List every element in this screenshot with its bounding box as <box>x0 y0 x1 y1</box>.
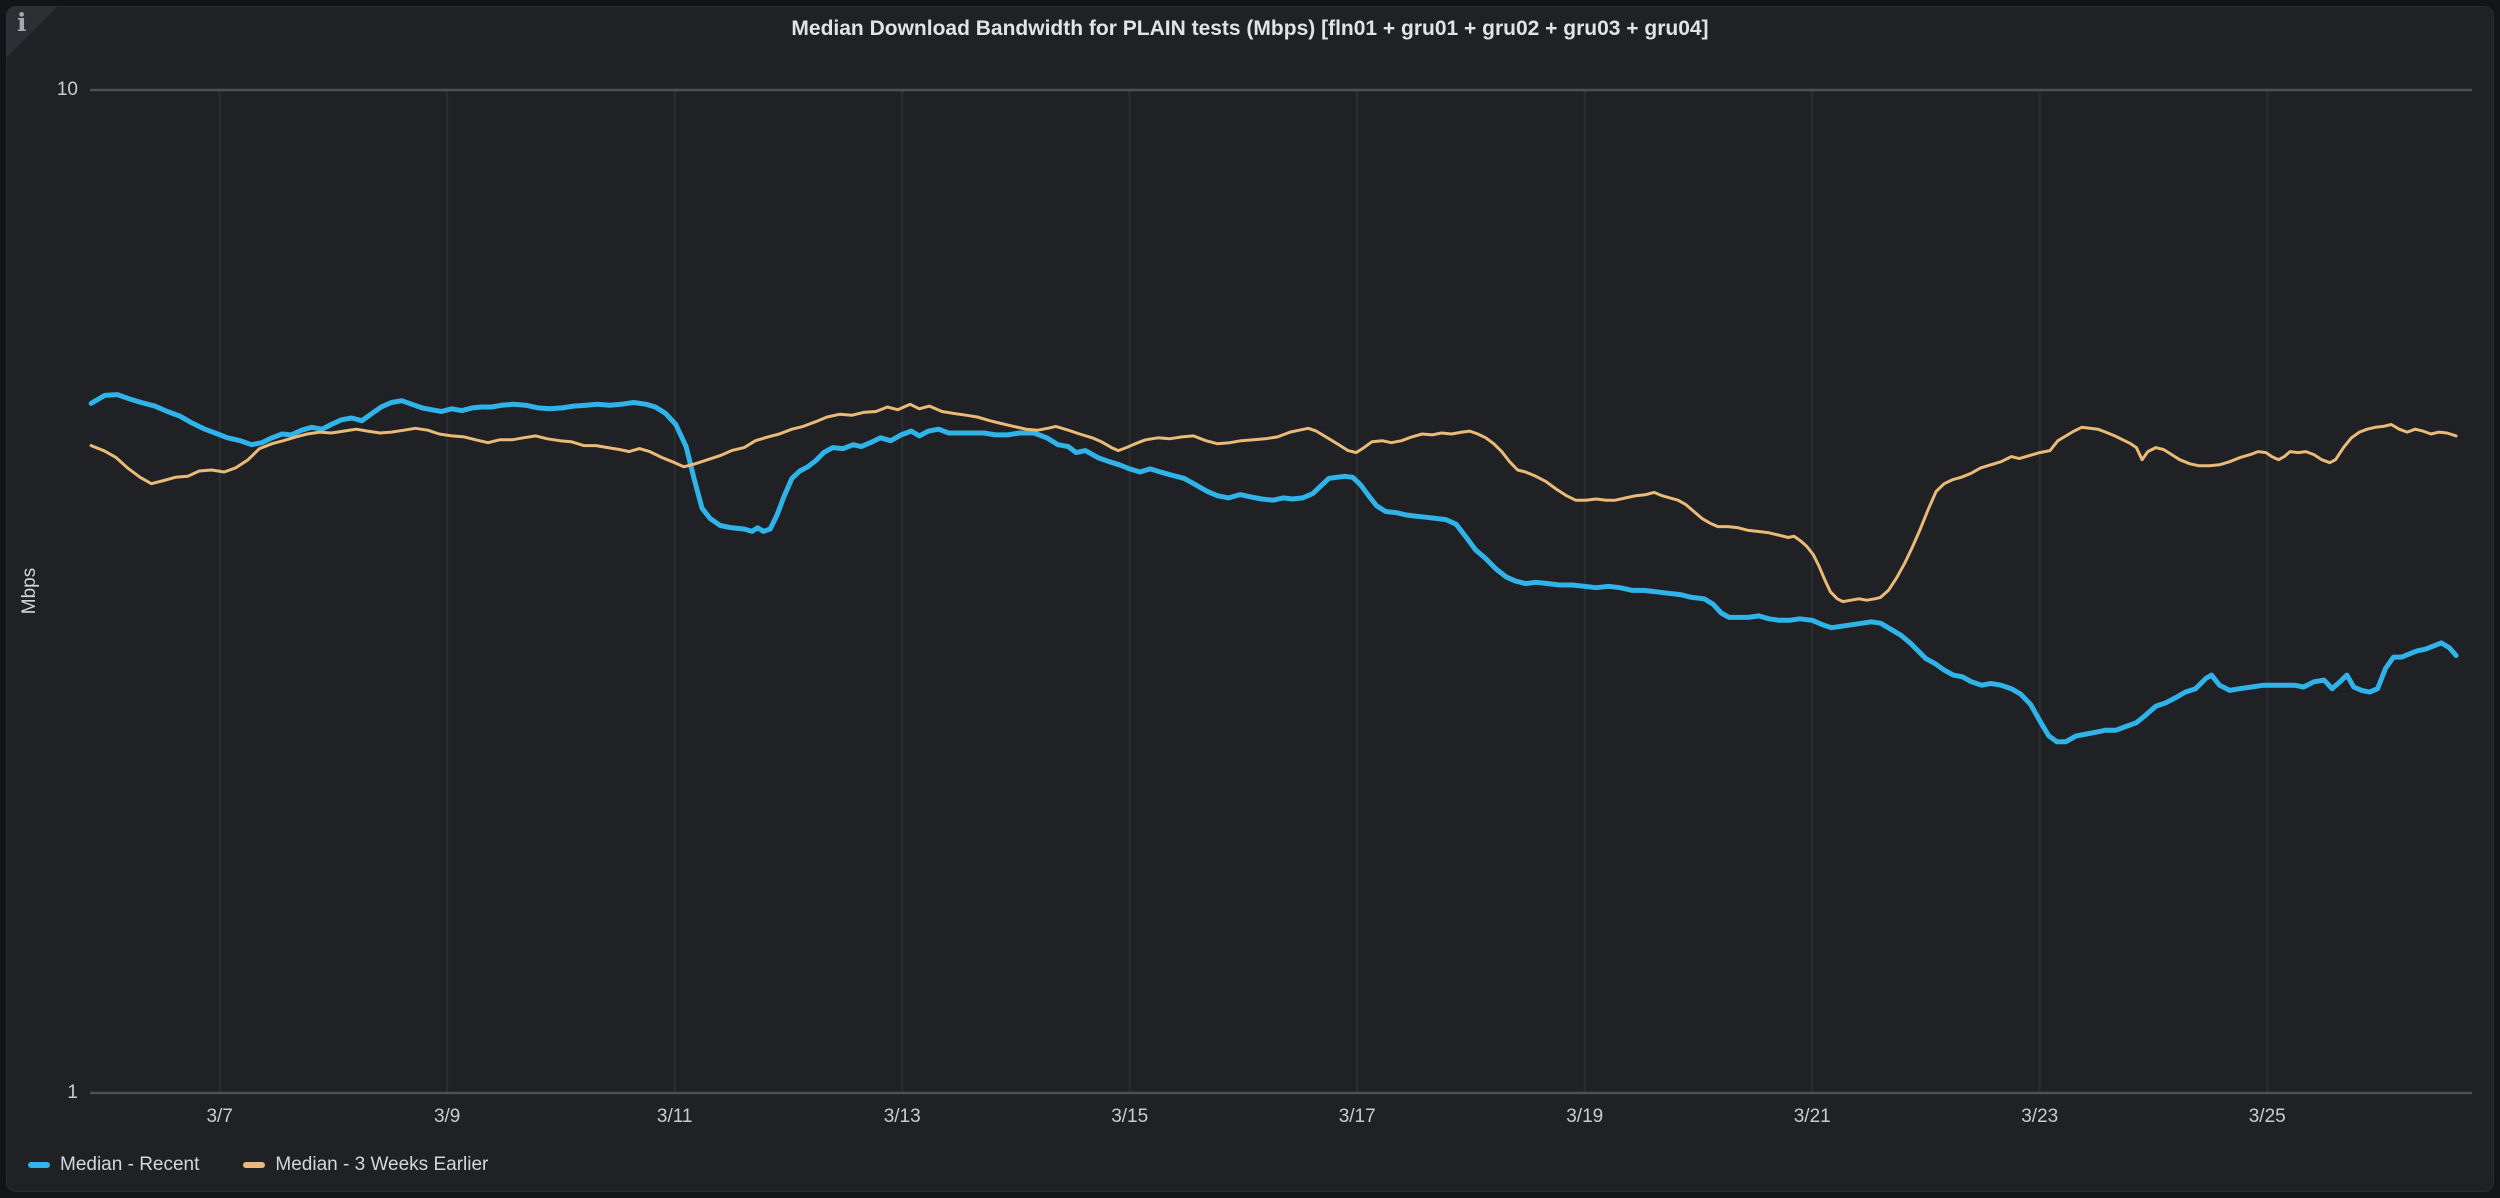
x-tick-label: 3/25 <box>2248 1106 2286 1127</box>
legend: Median - Recent Median - 3 Weeks Earlier <box>28 1150 488 1180</box>
series-line-3-weeks-earlier[interactable] <box>89 402 2458 604</box>
x-tick-label: 3/9 <box>433 1106 461 1127</box>
legend-swatch-recent <box>28 1162 50 1168</box>
legend-label-recent: Median - Recent <box>60 1154 200 1175</box>
x-tick-label: 3/21 <box>1793 1106 1831 1127</box>
x-tick-label: 3/17 <box>1338 1106 1376 1127</box>
legend-swatch-3-weeks-earlier <box>243 1162 266 1168</box>
graph-panel <box>6 6 2494 1192</box>
x-tick-label: 3/19 <box>1566 1106 1604 1127</box>
legend-item-recent[interactable]: Median - Recent <box>28 1150 199 1180</box>
y-axis-tick-10: 10 <box>56 79 78 100</box>
x-tick-label: 3/13 <box>883 1106 921 1127</box>
legend-item-3-weeks-earlier[interactable]: Median - 3 Weeks Earlier <box>243 1150 488 1180</box>
x-tick-label: 3/23 <box>2021 1106 2059 1127</box>
panel-title[interactable]: Median Download Bandwidth for PLAIN test… <box>791 17 1709 40</box>
x-tick-label: 3/7 <box>206 1106 233 1127</box>
y-axis-unit-label: Mbps <box>19 567 40 615</box>
x-tick-label: 3/11 <box>656 1106 693 1127</box>
x-tick-label: 3/15 <box>1111 1106 1149 1127</box>
legend-label-3-weeks-earlier: Median - 3 Weeks Earlier <box>275 1154 489 1175</box>
series-line-recent[interactable] <box>88 392 2459 745</box>
info-icon[interactable]: i <box>17 8 27 37</box>
y-axis-tick-1: 1 <box>67 1082 78 1103</box>
panel-info-corner[interactable] <box>6 6 58 58</box>
